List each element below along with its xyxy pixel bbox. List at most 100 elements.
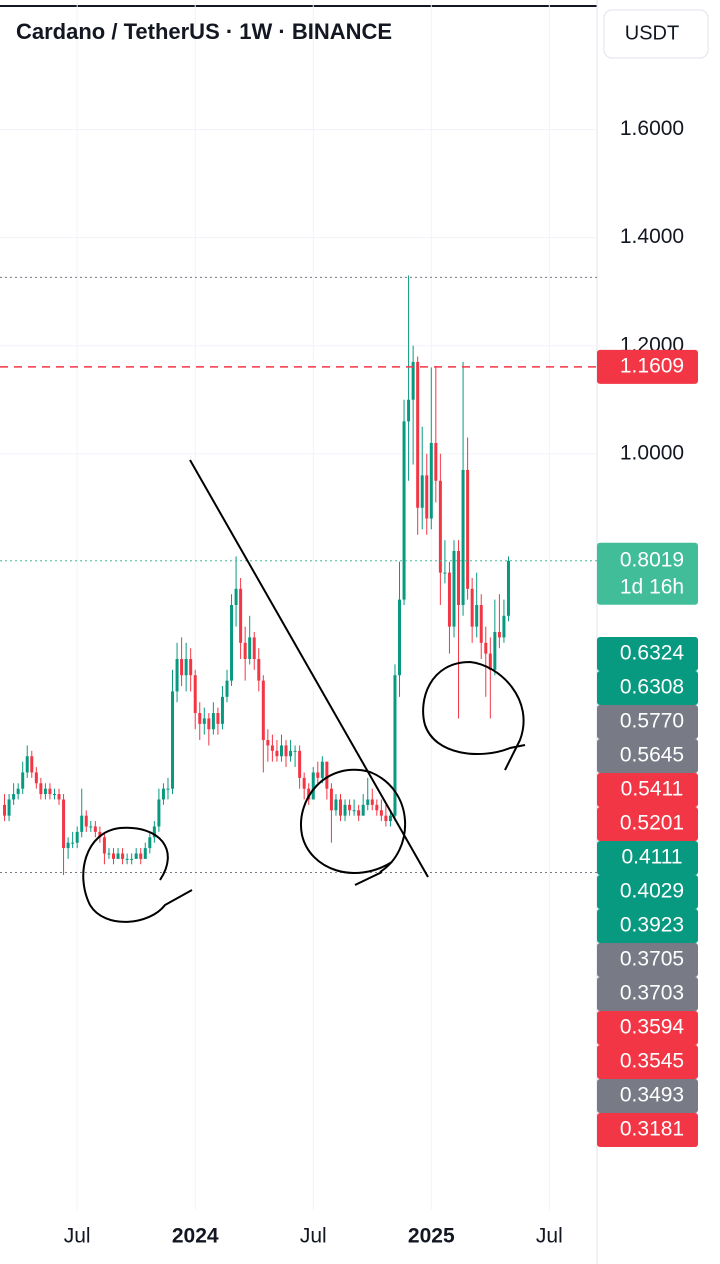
candle-body: [307, 788, 311, 800]
candle-body: [216, 713, 220, 724]
candle-body: [3, 804, 7, 816]
candle-body: [443, 572, 447, 574]
candle-body: [461, 469, 465, 605]
candle-body: [416, 361, 420, 508]
x-tick-label: Jul: [64, 1225, 91, 1248]
price-label-badge: [597, 841, 698, 875]
candle-body: [248, 637, 252, 660]
candle-body: [102, 837, 106, 854]
price-label-badge: [597, 1113, 698, 1147]
candle-body: [98, 831, 102, 838]
candle-body: [189, 659, 193, 676]
candle-body: [447, 572, 451, 627]
trend-line: [189, 459, 429, 878]
candle-body: [352, 810, 356, 812]
candle-body: [375, 804, 379, 811]
x-tick-label: Jul: [300, 1225, 327, 1248]
price-label: 0.3181: [620, 1118, 684, 1141]
candle-body: [234, 588, 238, 605]
candle-body: [111, 853, 115, 859]
candle-body: [284, 745, 288, 757]
candle-body: [484, 642, 488, 654]
candle-body: [393, 675, 397, 816]
candle-body: [493, 632, 497, 670]
candle-body: [48, 788, 52, 795]
circle-annotation: [82, 826, 193, 923]
candle-body: [171, 691, 175, 789]
candle-body: [407, 399, 411, 422]
candle-body: [257, 659, 261, 681]
candle-body: [366, 799, 370, 805]
price-label: 0.3493: [620, 1084, 684, 1107]
candle-body: [34, 772, 38, 784]
candle-body: [107, 853, 111, 855]
currency-label[interactable]: USDT: [625, 22, 679, 44]
candle-body: [316, 772, 320, 778]
candle-body: [506, 560, 510, 616]
candle-body: [502, 615, 506, 638]
candle-body: [266, 740, 270, 746]
hand-drawings: [82, 459, 526, 923]
price-label: 0.3703: [620, 982, 684, 1005]
candle-body: [166, 788, 170, 790]
candle-body: [143, 848, 147, 859]
candle-body: [466, 469, 470, 589]
candle-body: [384, 815, 388, 822]
candle-body: [16, 788, 20, 795]
candle-body: [130, 858, 134, 860]
price-label: 0.4111: [621, 846, 682, 869]
price-label: 0.5411: [621, 778, 684, 801]
candle-body: [475, 605, 479, 627]
candle-body: [289, 750, 293, 757]
candle-body: [43, 788, 47, 795]
candle-body: [311, 772, 315, 800]
price-label: 0.4029: [620, 880, 684, 903]
candle-body: [161, 788, 165, 800]
candle-body: [429, 442, 433, 519]
circle-annotation: [422, 660, 526, 771]
candle-body: [225, 680, 229, 697]
price-label-badge: [597, 977, 698, 1011]
last-price-badge: [597, 542, 698, 605]
y-tick-label: 1.6000: [620, 117, 684, 140]
candle-body: [420, 475, 424, 508]
candle-body: [370, 799, 374, 805]
candle-body: [184, 659, 188, 676]
candle-body: [388, 815, 392, 822]
price-label: 0.5201: [620, 812, 684, 835]
candle-body: [379, 810, 383, 816]
candle-body: [488, 653, 492, 670]
y-tick-label: 1.4000: [620, 225, 684, 248]
price-label-badge: [597, 1079, 698, 1113]
price-label-badge: [597, 773, 698, 807]
candle-body: [479, 605, 483, 643]
candle-body: [125, 858, 129, 860]
price-label: 0.5645: [620, 744, 684, 767]
candle-body: [243, 642, 247, 660]
candle-body: [398, 599, 402, 676]
candle-body: [361, 804, 365, 816]
price-label: 0.3545: [620, 1050, 684, 1073]
candle-body: [21, 772, 25, 789]
candle-body: [175, 659, 179, 692]
candle-body: [193, 675, 197, 714]
candle-body: [425, 475, 429, 519]
candle-body: [270, 745, 274, 751]
price-line-label: 1.1609: [620, 354, 684, 377]
price-line-badge: [597, 349, 698, 384]
candle-body: [220, 696, 224, 724]
candle-body: [457, 550, 461, 605]
currency-button[interactable]: [603, 9, 709, 59]
candle-body: [338, 799, 342, 816]
countdown-label: 1d 16h: [620, 575, 684, 598]
x-tick-label: 2024: [172, 1225, 219, 1248]
price-label-badge: [597, 705, 698, 739]
candle-body: [202, 718, 206, 724]
candle-body: [75, 831, 79, 843]
candle-body: [329, 788, 333, 811]
candle-body: [334, 799, 338, 811]
price-label: 0.5770: [620, 710, 684, 733]
price-label: 0.3923: [620, 914, 684, 937]
candle-body: [298, 750, 302, 778]
